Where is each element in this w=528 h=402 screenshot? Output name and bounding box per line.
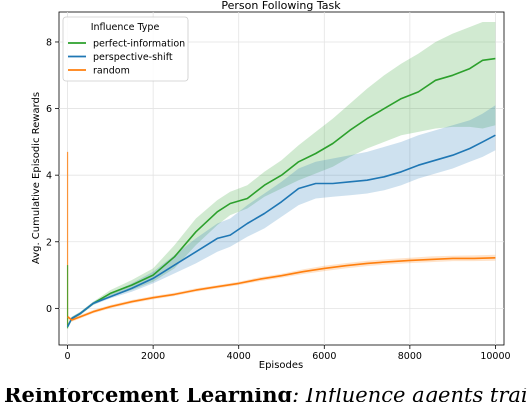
legend-label-random: random — [93, 66, 130, 77]
x-tick-label: 2000 — [141, 351, 165, 362]
chart: 0 2000 4000 6000 8000 10000 0 2 4 6 8 Person Follo… — [31, 0, 511, 371]
legend-box — [62, 16, 189, 82]
caption-rest: : Influence agents trained — [292, 388, 528, 402]
figure-caption: Reinforcement Learning: Influence agents… — [4, 388, 528, 402]
legend-entries: perfect-information perspective-shift rand… — [68, 39, 185, 77]
series-lines — [66, 57, 496, 329]
band-perspective-shift — [67, 105, 496, 329]
y-tick-label: 4 — [46, 171, 52, 182]
legend-label-perfect-information: perfect-information — [93, 39, 185, 50]
y-tick-label: 2 — [46, 237, 52, 248]
x-tick-label: 6000 — [312, 351, 336, 362]
legend-title: Influence Type — [91, 22, 160, 33]
x-tick-label: 10000 — [480, 351, 510, 362]
chart-title: Person Following Task — [221, 0, 341, 12]
x-axis-label: Episodes — [259, 360, 303, 371]
y-tick-label: 6 — [46, 104, 52, 115]
y-tick-label: 0 — [46, 304, 52, 315]
line-random — [67, 257, 496, 321]
x-tick-label: 4000 — [227, 351, 251, 362]
line-perfect-information — [66, 57, 496, 328]
y-axis-label: Avg. Cumulative Episodic Rewards — [31, 92, 42, 264]
legend: Influence Type perfect-information perspe… — [62, 16, 189, 82]
x-tick-label: 0 — [65, 351, 71, 362]
axis-ticks: 0 2000 4000 6000 8000 10000 0 2 4 6 8 — [46, 37, 511, 362]
x-tick-label: 8000 — [398, 351, 422, 362]
y-tick-label: 8 — [46, 37, 52, 48]
caption-bold: Reinforcement Learning — [4, 388, 293, 402]
legend-label-perspective-shift: perspective-shift — [93, 52, 173, 63]
line-perspective-shift — [66, 134, 496, 328]
